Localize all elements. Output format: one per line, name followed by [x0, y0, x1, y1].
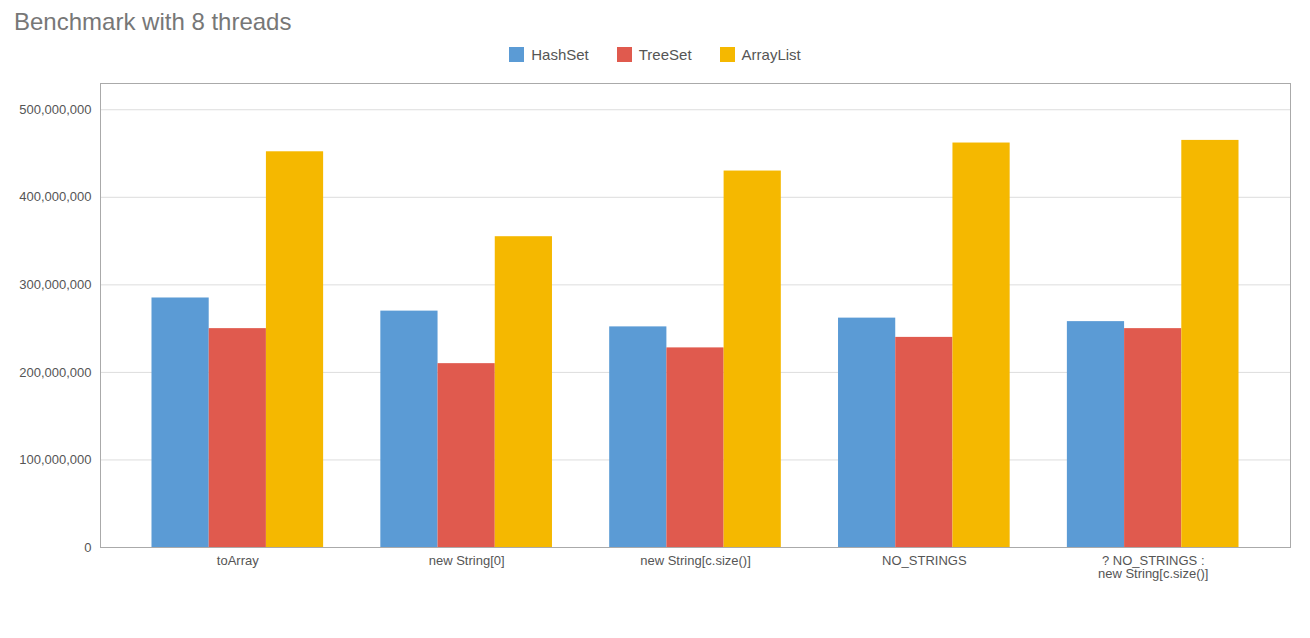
html-text:HashSet: HashSet: [531, 46, 589, 63]
svg-text:? NO_STRINGS :new String[c.siz: ? NO_STRINGS :new String[c.size()]: [1098, 553, 1209, 581]
html-text:TreeSet: TreeSet: [638, 46, 692, 63]
svg-text:NO_STRINGS: NO_STRINGS: [882, 553, 967, 568]
svg-text:100,000,000: 100,000,000: [19, 452, 91, 467]
svg-text:new String[0]: new String[0]: [429, 553, 505, 568]
svg-text:toArray: toArray: [217, 553, 259, 568]
svg-text:500,000,000: 500,000,000: [19, 102, 91, 117]
svg-text:300,000,000: 300,000,000: [19, 277, 91, 292]
html-text:Benchmark with 8 threads: Benchmark with 8 threads: [14, 8, 292, 35]
html-text:ArrayList: ArrayList: [741, 46, 801, 63]
svg-text:new String[c.size()]: new String[c.size()]: [640, 553, 751, 568]
svg-text:400,000,000: 400,000,000: [19, 189, 91, 204]
svg-text:200,000,000: 200,000,000: [19, 365, 91, 380]
svg-text:0: 0: [84, 540, 91, 555]
